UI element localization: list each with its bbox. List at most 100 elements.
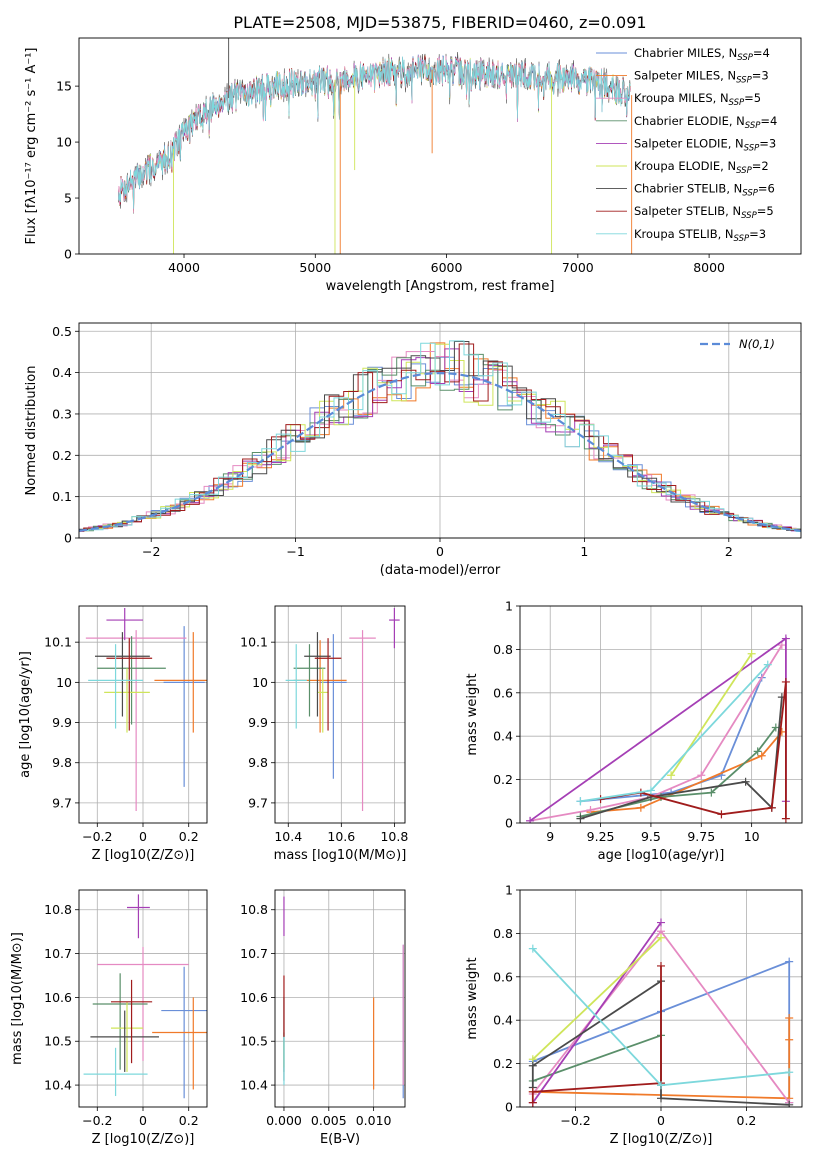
y-tick-label: 0.3 [52,406,72,421]
y-tick-label: 10.4 [44,1078,72,1093]
weight-line [532,937,662,1060]
y-tick-label: 10.4 [240,1078,268,1093]
weight-series-kroupa-stelib [576,660,772,806]
x-tick-label: 9.75 [687,829,715,844]
axes-frame [519,605,803,824]
legend-label-sub: SSP [741,211,757,221]
y-tick-label: 0 [505,1100,513,1115]
legend-label-count: =5 [757,204,774,218]
y-tick-label: 9.7 [248,795,268,810]
y-tick-label: 10.1 [44,635,72,650]
y-tick-label: 0 [505,816,513,831]
hist-salpeter-elodie [79,348,801,532]
hist-kroupa-stelib [79,340,801,532]
x-tick-label: −0.2 [82,1113,112,1128]
errorbar-chabrier-elodie [92,973,148,1070]
y-axis-label: age [log10(age/yr)] [18,651,33,778]
legend-label: Kroupa STELIB, NSSP=3 [634,227,766,244]
y-tick-label: 10 [252,675,268,690]
weight-marker [785,1068,794,1077]
y-tick-label: 9.7 [52,795,72,810]
legend-label-count: =4 [760,114,777,128]
y-tick-label: 10.1 [240,635,268,650]
legend-label-main: Chabrier STELIB, N [634,182,742,196]
legend-label: Salpeter ELODIE, NSSP=3 [634,136,776,153]
weight-series-salpeter-stelib [528,961,665,1107]
x-tick-label: −0.2 [82,829,112,844]
x-tick-label: 0 [436,544,444,559]
x-tick-label: −1 [286,544,304,559]
weight-marker [741,777,750,786]
panel-weight_vs_Z: −0.2 0 0.2 0 0.2 0.4 0.6 0.8 1 Z [log10(Z/Z⊙)] mas… [465,883,803,1147]
y-tick-label: 0.4 [493,729,513,744]
weight-series-kroupa-stelib [528,944,794,1090]
hist-chabrier-stelib [79,341,801,533]
x-axis-label: Z [log10(Z/Z⊙)] [610,1132,713,1147]
x-tick-label: 9.5 [641,829,661,844]
weight-line [532,1034,662,1086]
errorbar-salpeter-stelib [314,638,342,731]
legend-label-sub: SSP [736,76,752,86]
x-tick-label: 0 [139,1113,147,1128]
x-tick-label: 10.4 [274,829,302,844]
x-axis-label: (data-model)/error [380,563,501,578]
x-tick-label: 6000 [431,260,463,275]
errorbar-salpeter-miles [152,997,207,1090]
y-tick-label: 0 [64,531,72,546]
legend-label: Chabrier MILES, NSSP=4 [634,46,770,63]
weight-line [531,966,662,1103]
y-tick-label: 0.8 [493,926,513,941]
x-tick-label: 2 [725,544,733,559]
y-tick-label: 0.6 [493,685,513,700]
errorbar-salpeter-stelib [106,638,153,731]
y-tick-label: 9.8 [52,755,72,770]
y-axis-label: mass weight [465,957,480,1039]
panel-mass_vs_Z: −0.2 0 0.2 10.4 10.5 10.6 10.7 10.8 Z [log10(Z/Z… [10,889,208,1147]
legend-label-count: =3 [752,69,769,83]
y-axis-label: mass [log10(M/M⊙)] [10,932,25,1065]
axes-frame [78,889,208,1108]
weight-marker [657,918,665,927]
y-tick-label: 0.1 [52,489,72,504]
y-tick-label: 10.7 [240,946,268,961]
weight-line [532,921,662,1104]
y-tick-label: 0.6 [493,969,513,984]
weight-series-chabrier-miles [576,673,766,806]
weight-series-salpeter-miles [586,727,786,817]
legend-label: Chabrier ELODIE, NSSP=4 [634,114,777,131]
legend-label: Kroupa MILES, NSSP=5 [634,91,761,108]
weight-marker [785,1100,794,1107]
errorbar-salpeter-elodie [127,894,150,939]
legend-label-main: Kroupa MILES, N [634,91,729,105]
errorbar-kroupa-miles [85,630,187,811]
x-tick-label: 8000 [693,260,725,275]
weight-marker [717,810,726,819]
y-tick-label: 15 [56,79,72,94]
panel-mass_vs_ebv: 0.000 0.005 0.010 10.4 10.5 10.6 10.7 10.8 E(B-V… [240,889,406,1147]
legend-label-sub: SSP [742,189,758,199]
x-tick-label: 9.25 [587,829,615,844]
x-tick-label: 5000 [299,260,331,275]
y-tick-label: 1 [505,599,513,614]
weight-series-salpeter-elodie [528,918,665,1107]
y-tick-label: 0 [64,247,72,262]
weight-marker [707,788,716,797]
legend-label-sub: SSP [734,234,750,244]
errorbar-salpeter-elodie [389,608,400,649]
y-tick-label: 10.6 [44,990,72,1005]
x-tick-label: 0.000 [266,1113,302,1128]
x-tick-label: 0.010 [356,1113,392,1128]
x-tick-label: 4000 [168,260,200,275]
weight-marker [763,660,772,669]
x-tick-label: 0.2 [179,1113,199,1128]
errorbar-chabrier-stelib [90,1010,159,1072]
legend-label-count: =5 [744,91,761,105]
weight-marker [586,805,595,814]
y-tick-label: 10.5 [240,1034,268,1049]
legend-label-count: =3 [759,136,776,150]
y-tick-label: 10 [56,675,72,690]
normal-curve [79,371,801,532]
legend-label-count: =2 [752,159,769,173]
weight-line [590,731,783,813]
x-tick-label: 10 [744,829,760,844]
